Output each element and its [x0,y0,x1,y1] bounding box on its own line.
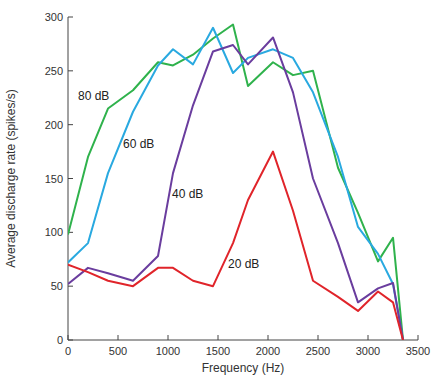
series-line [68,37,403,340]
series-label: 80 dB [78,89,109,103]
y-tick [68,70,73,71]
x-tick [68,335,69,340]
y-tick-label: 100 [45,226,63,238]
plot-area [68,25,403,340]
y-tick-label: 150 [45,173,63,185]
y-tick [68,17,73,18]
y-tick-label: 200 [45,119,63,131]
x-tick [118,335,119,340]
x-tick-label: 2500 [306,345,330,357]
series-line [68,28,403,340]
series-label: 20 dB [228,257,259,271]
x-tick [318,335,319,340]
series-line [68,25,403,340]
y-axis-label: Average discharge rate (spikes/s) [4,89,18,268]
y-tick-label: 50 [51,280,63,292]
x-tick [218,335,219,340]
y-tick [68,178,73,179]
series-label: 60 dB [123,137,154,151]
x-tick-label: 3500 [406,345,430,357]
y-tick [68,340,73,341]
series-line [68,152,403,340]
y-tick [68,124,73,125]
chart-root: 0501001502002503000500100015002000250030… [0,0,440,378]
x-tick-label: 0 [65,345,71,357]
x-tick-label: 1500 [206,345,230,357]
series-label: 40 dB [172,187,203,201]
x-tick-label: 1000 [156,345,180,357]
y-tick [68,286,73,287]
x-tick-label: 2000 [256,345,280,357]
x-tick [268,335,269,340]
x-tick [368,335,369,340]
y-tick-label: 0 [57,334,63,346]
x-axis-line [68,340,418,341]
x-tick-label: 500 [109,345,127,357]
x-axis-label: Frequency (Hz) [202,361,285,375]
x-tick [168,335,169,340]
y-tick-label: 300 [45,11,63,23]
y-tick-label: 250 [45,65,63,77]
x-tick [418,335,419,340]
chart-svg: 0501001502002503000500100015002000250030… [0,0,440,378]
x-tick-label: 3000 [356,345,380,357]
